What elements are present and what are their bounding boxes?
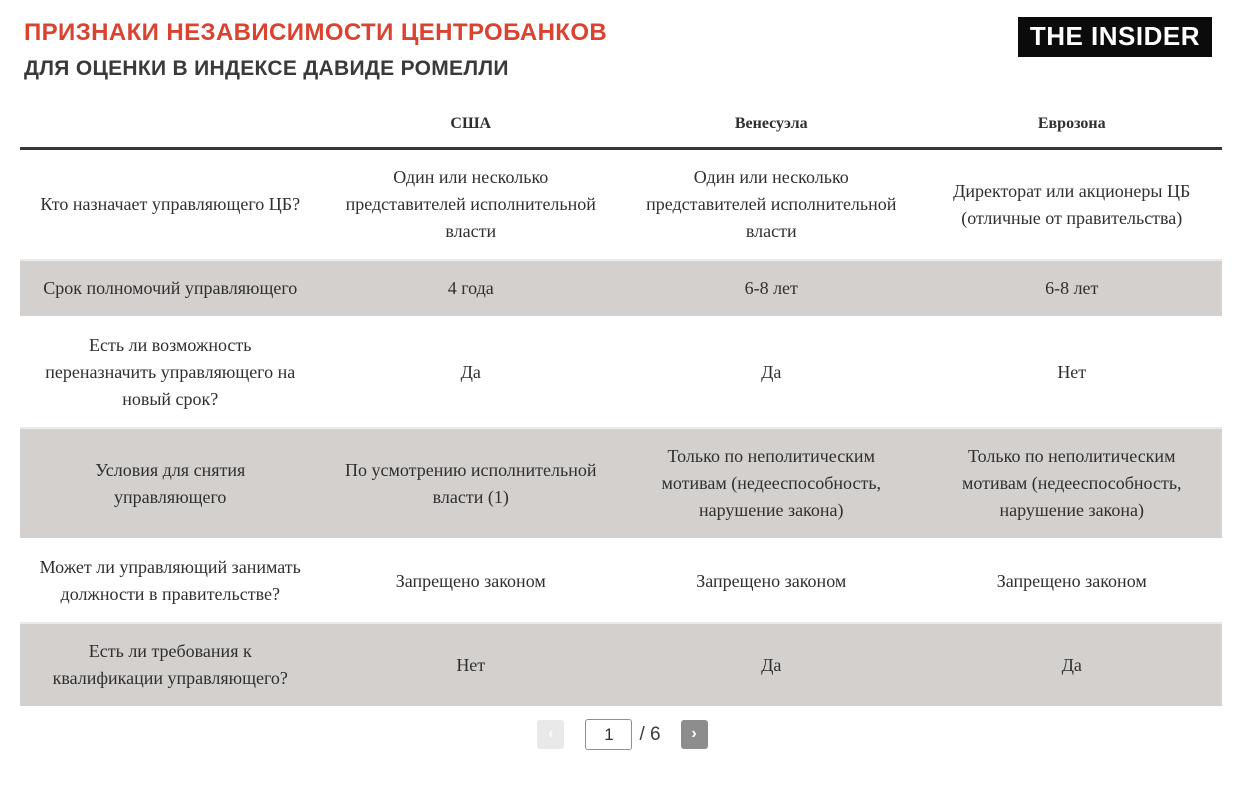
- page-total-label: / 6: [639, 723, 661, 745]
- column-header-eurozone: Еврозона: [921, 107, 1222, 150]
- comparison-table: США Венесуэла Еврозона Кто назначает упр…: [20, 107, 1222, 708]
- venezuela-cell: Запрещено законом: [696, 570, 847, 591]
- venezuela-cell: Один или несколько представителей исполн…: [646, 167, 897, 241]
- question-cell: Срок полномочий управляющего: [43, 278, 298, 298]
- table-row: Условия для снятия управляющего По усмот…: [20, 428, 1222, 539]
- eurozone-cell: Директорат или акционеры ЦБ (отличные от…: [953, 180, 1191, 228]
- usa-cell: Нет: [456, 654, 486, 675]
- eurozone-cell: 6-8 лет: [1045, 278, 1099, 298]
- venezuela-cell: 6-8 лет: [744, 278, 798, 298]
- page-input[interactable]: [585, 719, 633, 750]
- usa-cell: 4 года: [447, 278, 494, 298]
- question-cell: Есть ли требования к квалификации управл…: [52, 641, 288, 688]
- usa-cell: Запрещено законом: [395, 570, 546, 591]
- chevron-right-icon: ›: [691, 724, 697, 742]
- page-header: ПРИЗНАКИ НЕЗАВИСИМОСТИ ЦЕНТРОБАНКОВ ДЛЯ …: [0, 0, 1245, 81]
- question-cell: Есть ли возможность переназначить управл…: [45, 335, 296, 409]
- venezuela-cell: Да: [761, 362, 782, 382]
- question-cell: Кто назначает управляющего ЦБ?: [40, 194, 301, 214]
- pagination: ‹ / 6 ›: [0, 719, 1245, 750]
- page-title: ПРИЗНАКИ НЕЗАВИСИМОСТИ ЦЕНТРОБАНКОВ: [24, 19, 608, 46]
- table-header-row: США Венесуэла Еврозона: [20, 107, 1222, 150]
- the-insider-logo: THE INSIDER: [1017, 17, 1212, 57]
- next-page-button[interactable]: ›: [680, 720, 708, 749]
- table-row: Срок полномочий управляющего 4 года 6-8 …: [20, 260, 1222, 317]
- venezuela-cell: Только по неполитическим мотивам (недеес…: [661, 446, 882, 520]
- question-cell: Условия для снятия управляющего: [95, 459, 246, 507]
- chevron-left-icon: ‹: [548, 724, 554, 742]
- usa-cell: Да: [460, 362, 481, 382]
- eurozone-cell: Запрещено законом: [996, 570, 1147, 591]
- question-cell: Может ли управляющий занимать должности …: [39, 557, 301, 604]
- prev-page-button[interactable]: ‹: [537, 720, 565, 749]
- table-row: Есть ли требования к квалификации управл…: [20, 623, 1222, 707]
- page-subtitle: ДЛЯ ОЦЕНКИ В ИНДЕКСЕ ДАВИДЕ РОМЕЛЛИ: [24, 57, 509, 80]
- corner-cell: [20, 107, 321, 150]
- column-header-usa: США: [320, 107, 621, 150]
- venezuela-cell: Да: [761, 654, 782, 675]
- table-row: Есть ли возможность переназначить управл…: [20, 317, 1222, 428]
- table-row: Кто назначает управляющего ЦБ? Один или …: [20, 149, 1222, 260]
- usa-cell: По усмотрению исполнительной власти (1): [344, 459, 597, 507]
- eurozone-cell: Только по неполитическим мотивам (недеес…: [961, 446, 1182, 520]
- column-header-venezuela: Венесуэла: [621, 107, 922, 150]
- eurozone-cell: Нет: [1057, 362, 1087, 382]
- table-row: Может ли управляющий занимать должности …: [20, 539, 1222, 623]
- eurozone-cell: Да: [1061, 654, 1082, 675]
- usa-cell: Один или несколько представителей исполн…: [345, 167, 596, 241]
